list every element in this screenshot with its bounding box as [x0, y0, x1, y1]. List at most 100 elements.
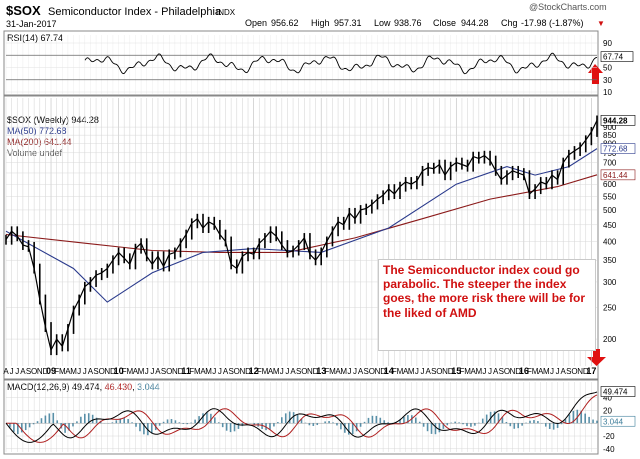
x-tick-label: A	[65, 367, 71, 376]
x-tick-label: J	[347, 367, 351, 376]
x-tick-label: J	[353, 367, 357, 376]
x-tick-label: D	[313, 367, 319, 376]
x-tick-label: M	[329, 367, 336, 376]
sox-last-label: 944.28	[603, 116, 628, 125]
ohlc-high: 957.31	[334, 18, 362, 28]
x-tick-label: A	[200, 367, 206, 376]
x-tick-label: J	[10, 367, 14, 376]
rsi-last-label-box	[600, 51, 634, 62]
x-tick-label: M	[475, 367, 482, 376]
ohlc-low: 938.76	[394, 18, 422, 28]
x-tick-label: A	[290, 367, 296, 376]
chart-date: 31-Jan-2017	[6, 19, 57, 29]
ma50-last-label: 772.68	[603, 145, 628, 154]
price-tick-label: 300	[603, 278, 617, 287]
ohlc-close-label: Close	[433, 18, 456, 28]
x-tick-label: 17	[586, 366, 596, 376]
x-tick-label: N	[442, 367, 448, 376]
x-tick-label: D	[43, 367, 49, 376]
ohlc-high-label: High	[311, 18, 330, 28]
price-tick-label: 550	[603, 193, 617, 202]
x-tick-label: M	[194, 367, 201, 376]
ohlc-open-label: Open	[245, 18, 267, 28]
price-tick-label: 700	[603, 159, 617, 168]
macd-arrow-icon	[587, 349, 606, 366]
macd-tick-label: 40	[603, 394, 612, 403]
price-legend-sox: $SOX (Weekly) 944.28	[7, 115, 99, 125]
price-legend-ma200: MA(200) 641.44	[7, 137, 72, 147]
x-tick-label: J	[150, 367, 154, 376]
x-tick-label: S	[93, 367, 98, 376]
x-tick-label: M	[126, 367, 133, 376]
rsi-last-label: 67.74	[603, 53, 624, 62]
x-tick-label: N	[510, 367, 516, 376]
x-tick-label: A	[358, 367, 364, 376]
x-tick-label: S	[566, 367, 571, 376]
x-tick-label: F	[257, 367, 262, 376]
annotation-text: The Semiconductor index coud go paraboli…	[383, 263, 586, 320]
ohlc-chg: -17.98 (-1.87%)	[521, 18, 584, 28]
histogram-last-label: 3.044	[603, 417, 624, 426]
x-tick-label: M	[205, 367, 212, 376]
x-tick-label: D	[110, 367, 116, 376]
price-tick-label: 500	[603, 206, 617, 215]
x-tick-label: N	[375, 367, 381, 376]
sox-last-label-box	[600, 115, 636, 126]
rsi-line	[84, 52, 598, 75]
x-tick-label: F	[459, 367, 464, 376]
x-tick-label: A	[538, 367, 544, 376]
x-tick-label: O	[301, 367, 307, 376]
macd-line	[5, 391, 598, 443]
rsi-legend: RSI(14) 67.74	[7, 33, 63, 43]
x-tick-label: J	[550, 367, 554, 376]
x-tick-label: J	[212, 367, 216, 376]
x-tick-label: J	[145, 367, 149, 376]
x-tick-label: M	[340, 367, 347, 376]
x-tick-label: A	[88, 367, 94, 376]
x-tick-label: A	[493, 367, 499, 376]
x-tick-label: 15	[451, 366, 461, 376]
ohlc-chg-label: Chg	[501, 18, 518, 28]
symbol: $SOX	[6, 3, 41, 18]
price-panel	[3, 95, 599, 380]
x-tick-label: J	[218, 367, 222, 376]
price-tick-label: 400	[603, 237, 617, 246]
x-tick-label: D	[448, 367, 454, 376]
x-tick-label: D	[583, 367, 589, 376]
x-tick-label: F	[527, 367, 532, 376]
x-tick-label: S	[431, 367, 436, 376]
price-tick-label: 850	[603, 131, 617, 140]
x-tick-label: M	[138, 367, 145, 376]
ohlc-open: 956.62	[271, 18, 299, 28]
x-tick-label: N	[37, 367, 43, 376]
x-tick-label: O	[436, 367, 442, 376]
x-tick-label: J	[421, 367, 425, 376]
price-tick-label: 200	[603, 335, 617, 344]
x-tick-label: F	[122, 367, 127, 376]
histogram-last-label-box	[600, 415, 636, 427]
ma200-last-label: 641.44	[603, 171, 628, 180]
x-tick-label: M	[70, 367, 77, 376]
x-tick-label: D	[178, 367, 184, 376]
x-tick-label: A	[223, 367, 229, 376]
x-tick-label: S	[26, 367, 31, 376]
x-tick-label: S	[228, 367, 233, 376]
rsi-tick-label: 30	[603, 76, 612, 85]
x-tick-label: N	[577, 367, 583, 376]
x-tick-label: A	[20, 367, 26, 376]
x-tick-label: J	[285, 367, 289, 376]
rsi-tick-label: 10	[603, 88, 612, 97]
x-tick-label: D	[380, 367, 386, 376]
x-tick-label: A	[403, 367, 409, 376]
x-tick-label: A	[561, 367, 567, 376]
x-tick-label: 14	[384, 366, 394, 376]
rsi-panel	[3, 30, 599, 96]
x-tick-label: M	[262, 367, 269, 376]
x-tick-label: J	[488, 367, 492, 376]
exchange: INDX	[216, 8, 236, 17]
x-tick-label: 16	[519, 366, 529, 376]
index-name: Semiconductor Index - Philadelphia	[48, 6, 222, 18]
